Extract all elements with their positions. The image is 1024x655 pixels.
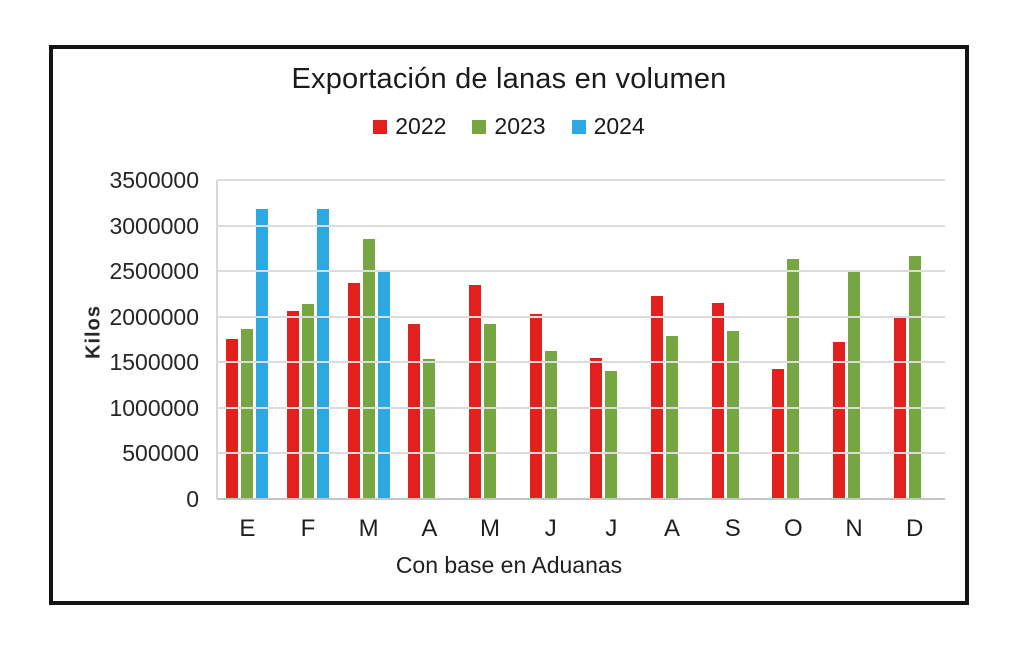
x-tick-label-5: M xyxy=(480,515,501,542)
legend-label: 2022 xyxy=(395,113,447,139)
bar-2024-month-3 xyxy=(377,271,390,499)
y-tick-label-2500000: 2500000 xyxy=(109,258,199,285)
bar-2023-month-2 xyxy=(302,303,314,499)
y-axis-line xyxy=(216,180,218,499)
bar-cluster-6 xyxy=(529,180,572,499)
x-tick-label-10: O xyxy=(784,515,803,542)
bar-2023-month-7 xyxy=(605,371,618,499)
month-group-5 xyxy=(460,180,521,499)
bar-2023-month-11 xyxy=(848,271,861,499)
bar-cluster-1 xyxy=(226,180,269,499)
y-tick-label-1500000: 1500000 xyxy=(109,349,199,376)
legend-label: 2024 xyxy=(593,113,645,139)
x-tick-label-12: D xyxy=(906,515,924,542)
bar-cluster-9 xyxy=(711,180,754,499)
bar-cluster-7 xyxy=(590,180,632,499)
plot-area: 0 500000 1000000 1500000 2000000 2500000 30000… xyxy=(109,167,945,512)
bar-2022-month-3 xyxy=(347,283,360,499)
chart-frame: Exportación de lanas en volumen 2022 2023… xyxy=(49,45,969,605)
bar-cluster-2 xyxy=(287,180,329,499)
gridline-2500000 xyxy=(217,270,945,273)
bar-2022-month-11 xyxy=(833,342,846,499)
gridline-1000000 xyxy=(217,406,945,409)
legend: 2022 2023 2024 xyxy=(53,113,965,140)
legend-swatch-icon xyxy=(571,119,586,134)
x-tick-label-9: S xyxy=(724,515,741,542)
x-axis-title: Con base en Aduanas xyxy=(395,552,623,578)
bar-2023-month-6 xyxy=(544,351,557,499)
bar-2024-month-2 xyxy=(317,209,329,499)
month-group-9 xyxy=(702,180,763,499)
x-tick-label-1: E xyxy=(239,515,256,542)
bar-2022-month-7 xyxy=(590,357,603,499)
bar-cluster-10 xyxy=(772,180,814,499)
month-group-3 xyxy=(338,180,399,499)
bar-2022-month-1 xyxy=(226,338,239,499)
bar-2022-month-5 xyxy=(469,284,482,499)
bar-2023-month-3 xyxy=(362,239,375,499)
legend-swatch-icon xyxy=(373,119,388,134)
month-group-10 xyxy=(763,180,824,499)
y-tick-label-500000: 500000 xyxy=(122,440,199,467)
bar-2023-month-10 xyxy=(787,259,800,499)
bar-2022-month-2 xyxy=(287,311,299,499)
bar-cluster-5 xyxy=(469,180,511,499)
bar-2023-month-1 xyxy=(241,328,254,499)
bar-2023-month-5 xyxy=(484,324,497,499)
gridline-500000 xyxy=(217,452,945,455)
month-group-11 xyxy=(824,180,885,499)
month-group-2 xyxy=(278,180,339,499)
legend-item-2023: 2023 xyxy=(472,113,546,140)
month-group-7 xyxy=(581,180,642,499)
bar-cluster-8 xyxy=(651,180,693,499)
bar-2023-month-4 xyxy=(423,358,436,499)
y-tick-label-0: 0 xyxy=(186,486,199,512)
bar-2023-month-12 xyxy=(908,255,921,499)
y-axis-title: Kilos xyxy=(82,305,105,359)
legend-item-2022: 2022 xyxy=(373,113,446,140)
month-group-6 xyxy=(520,180,581,499)
legend-swatch-icon xyxy=(472,119,487,134)
bar-2022-month-10 xyxy=(772,368,785,499)
x-tick-label-6: J xyxy=(544,515,557,542)
x-tick-label-4: A xyxy=(421,515,438,542)
gridline-3000000 xyxy=(217,224,945,227)
y-tick-label-2000000: 2000000 xyxy=(109,303,199,330)
month-group-4 xyxy=(399,180,460,499)
y-tick-label-3000000: 3000000 xyxy=(109,212,199,239)
bar-cluster-12 xyxy=(893,180,936,499)
bar-groups xyxy=(217,180,945,499)
bar-cluster-11 xyxy=(833,180,875,499)
bar-2022-month-9 xyxy=(711,303,724,499)
legend-item-2024: 2024 xyxy=(571,113,645,140)
x-tick-label-11: N xyxy=(845,515,863,542)
bar-2022-month-4 xyxy=(408,324,421,499)
gridline-1500000 xyxy=(217,361,945,364)
x-tick-label-3: M xyxy=(358,515,379,542)
bar-2023-month-9 xyxy=(726,331,739,499)
bar-2024-month-1 xyxy=(256,209,269,499)
month-group-1 xyxy=(217,180,278,499)
x-tick-label-7: J xyxy=(605,515,618,542)
bar-2023-month-8 xyxy=(666,335,679,499)
chart-title: Exportación de lanas en volumen xyxy=(291,63,727,95)
bar-cluster-3 xyxy=(347,180,390,499)
gridline-2000000 xyxy=(217,315,945,318)
x-tick-label-8: A xyxy=(664,515,681,542)
legend-label: 2023 xyxy=(494,113,546,139)
x-tick-label-2: F xyxy=(300,515,316,542)
gridline-0 xyxy=(217,498,945,500)
y-tick-label-1000000: 1000000 xyxy=(109,394,199,421)
bar-cluster-4 xyxy=(408,180,450,499)
month-group-12 xyxy=(884,180,945,499)
gridline-3500000 xyxy=(217,179,945,181)
y-tick-label-3500000: 3500000 xyxy=(109,167,199,193)
month-group-8 xyxy=(642,180,703,499)
bar-2022-month-8 xyxy=(651,295,664,499)
